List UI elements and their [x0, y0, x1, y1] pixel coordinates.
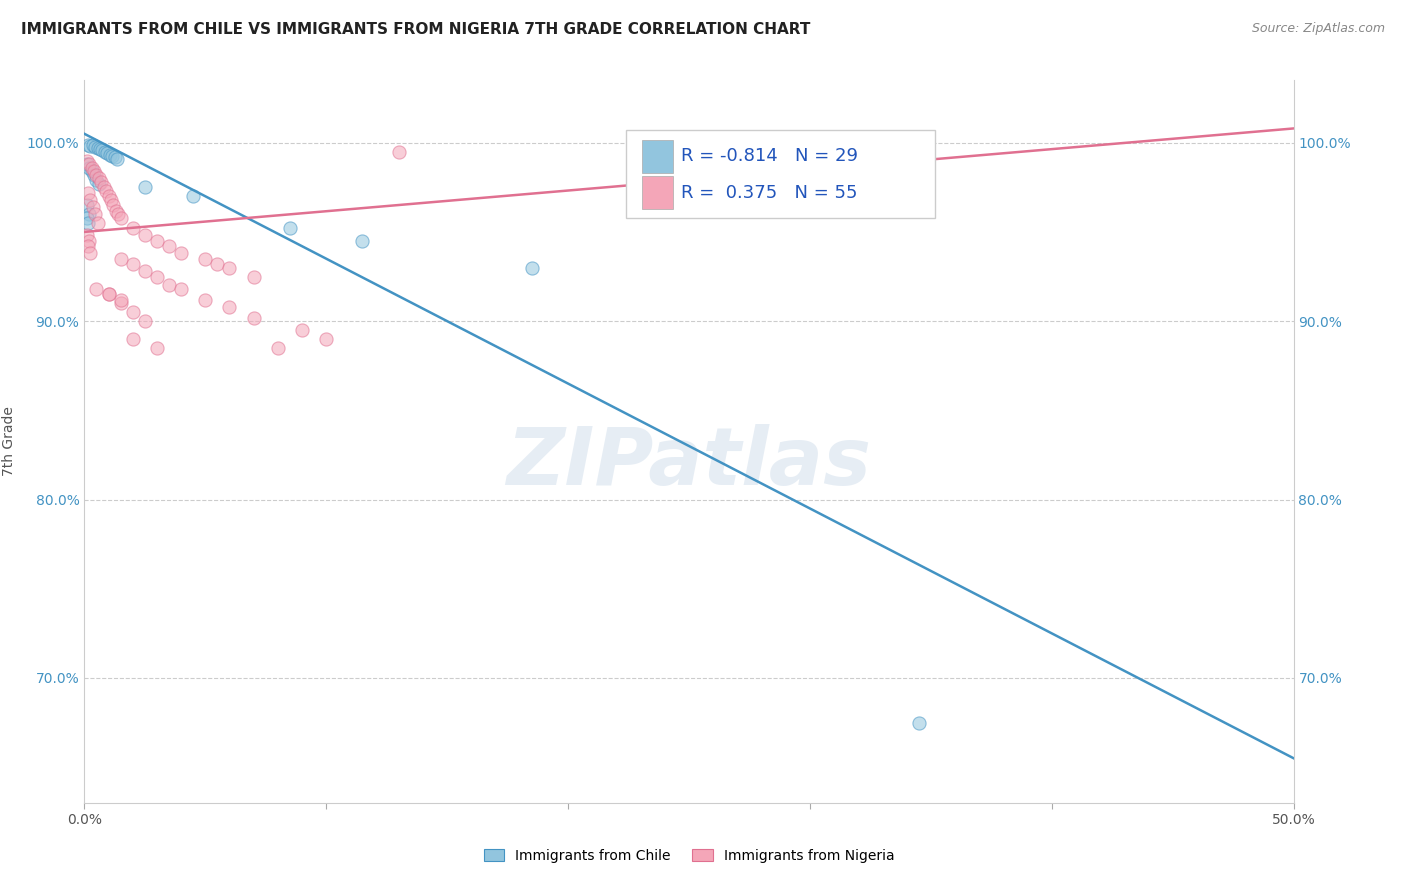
- Point: [76, 228, 98, 243]
- Point: [93, 180, 115, 194]
- Point: [77, 161, 100, 175]
- Point: [82, 200, 104, 214]
- Point: [315, 332, 337, 346]
- Point: [181, 189, 204, 203]
- Point: [86, 216, 108, 230]
- Point: [146, 234, 169, 248]
- Point: [77, 157, 100, 171]
- Point: [79, 193, 101, 207]
- Point: [86, 282, 108, 296]
- Point: [134, 314, 156, 328]
- Point: [146, 269, 169, 284]
- Point: [82, 138, 104, 153]
- Point: [77, 207, 100, 221]
- Point: [100, 193, 122, 207]
- Point: [157, 239, 180, 253]
- Text: Source: ZipAtlas.com: Source: ZipAtlas.com: [1251, 22, 1385, 36]
- Point: [97, 287, 120, 301]
- Point: [90, 175, 112, 189]
- Point: [86, 141, 108, 155]
- Point: [83, 168, 105, 182]
- Point: [104, 150, 127, 164]
- Point: [87, 171, 110, 186]
- Point: [98, 148, 121, 162]
- Point: [86, 168, 108, 182]
- Point: [77, 137, 100, 152]
- Point: [157, 278, 180, 293]
- Text: R = -0.814   N = 29: R = -0.814 N = 29: [682, 147, 858, 165]
- Point: [94, 184, 117, 198]
- Point: [121, 221, 143, 235]
- Point: [96, 146, 118, 161]
- Text: R =  0.375   N = 55: R = 0.375 N = 55: [682, 184, 858, 202]
- Point: [79, 139, 101, 153]
- Point: [101, 149, 124, 163]
- Point: [84, 207, 107, 221]
- Point: [121, 257, 143, 271]
- Y-axis label: 7th Grade: 7th Grade: [1, 407, 15, 476]
- Point: [267, 341, 290, 355]
- Point: [291, 323, 314, 337]
- Point: [76, 157, 98, 171]
- Point: [170, 282, 193, 296]
- Point: [170, 246, 193, 260]
- Point: [87, 177, 110, 191]
- Point: [103, 198, 125, 212]
- Point: [110, 293, 132, 307]
- Legend: Immigrants from Chile, Immigrants from Nigeria: Immigrants from Chile, Immigrants from N…: [478, 843, 900, 868]
- Point: [352, 234, 374, 248]
- Point: [80, 164, 103, 178]
- Point: [89, 142, 111, 156]
- Point: [77, 239, 100, 253]
- Point: [121, 305, 143, 319]
- Point: [242, 310, 264, 325]
- Point: [218, 300, 240, 314]
- Point: [520, 260, 543, 275]
- Text: ZIPatlas: ZIPatlas: [506, 425, 872, 502]
- Point: [77, 216, 100, 230]
- Point: [91, 143, 114, 157]
- Point: [388, 145, 411, 159]
- Point: [83, 164, 105, 178]
- Point: [207, 257, 229, 271]
- Point: [110, 252, 132, 266]
- Point: [134, 228, 156, 243]
- Point: [76, 211, 98, 225]
- Point: [134, 264, 156, 278]
- Point: [194, 252, 217, 266]
- Point: [907, 715, 929, 730]
- Point: [77, 234, 100, 248]
- Point: [134, 180, 156, 194]
- Point: [121, 332, 143, 346]
- Text: IMMIGRANTS FROM CHILE VS IMMIGRANTS FROM NIGERIA 7TH GRADE CORRELATION CHART: IMMIGRANTS FROM CHILE VS IMMIGRANTS FROM…: [21, 22, 810, 37]
- Point: [107, 207, 129, 221]
- Point: [218, 260, 240, 275]
- Point: [194, 293, 217, 307]
- Point: [76, 198, 98, 212]
- Point: [77, 186, 100, 200]
- Point: [76, 153, 98, 168]
- Point: [80, 161, 103, 175]
- Point: [278, 221, 301, 235]
- Point: [146, 341, 169, 355]
- Point: [110, 296, 132, 310]
- Point: [104, 203, 127, 218]
- Point: [242, 269, 264, 284]
- Point: [84, 140, 107, 154]
- Point: [79, 246, 101, 260]
- Point: [97, 287, 120, 301]
- Point: [105, 152, 128, 166]
- Point: [94, 145, 117, 159]
- Point: [86, 173, 108, 187]
- Point: [110, 211, 132, 225]
- Point: [97, 189, 120, 203]
